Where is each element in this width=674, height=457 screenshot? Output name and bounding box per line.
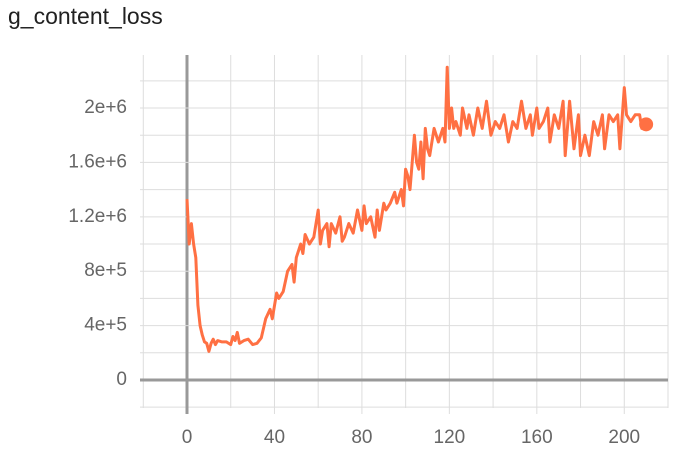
y-tick-label: 1.2e+6 — [68, 206, 127, 227]
y-tick-label: 4e+5 — [84, 315, 127, 336]
x-tick-label: 40 — [264, 427, 285, 448]
x-tick-label: 80 — [351, 427, 372, 448]
y-tick-label: 2e+6 — [84, 97, 127, 118]
y-tick-label: 0 — [116, 369, 127, 390]
y-tick-label: 8e+5 — [84, 260, 127, 281]
line — [185, 65, 648, 353]
end-point — [639, 117, 654, 132]
x-tick-label: 160 — [521, 427, 553, 448]
x-tick-label: 0 — [182, 427, 193, 448]
x-tick-label: 120 — [434, 427, 466, 448]
y-tick-label: 1.6e+6 — [68, 151, 127, 172]
chart-title: g_content_loss — [8, 3, 163, 29]
x-tick-label: 200 — [608, 427, 640, 448]
